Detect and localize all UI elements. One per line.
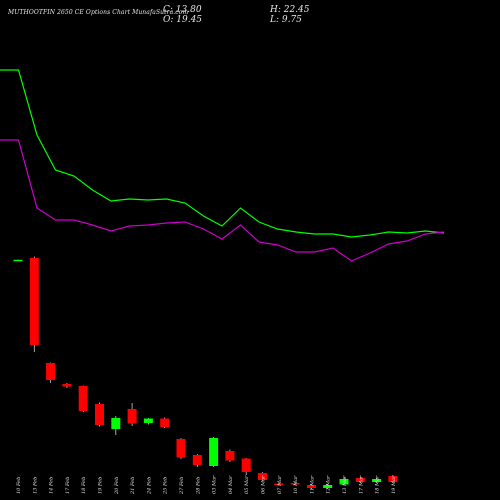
- candle-body-down: [95, 404, 104, 425]
- candle-body-up: [111, 418, 121, 429]
- x-tick-label: 27 Feb: [179, 477, 185, 495]
- x-tick-label: 20 Feb: [114, 477, 120, 495]
- candle-body-down: [258, 473, 267, 480]
- candle: [143, 418, 153, 425]
- x-tick-label: 17 Feb: [65, 477, 71, 494]
- x-tick-label: 24 Feb: [146, 477, 152, 495]
- candle: [306, 484, 316, 489]
- candle: [46, 362, 56, 383]
- x-tick-label: 28 Feb: [195, 477, 201, 495]
- candle: [241, 458, 251, 475]
- x-tick-label: 19 Feb: [98, 477, 104, 494]
- x-tick-label: 18 Mar: [375, 475, 381, 494]
- candle-body-down: [241, 458, 251, 472]
- candle-body-down: [62, 384, 72, 387]
- candle-body-up: [372, 479, 382, 482]
- x-axis: 10 Feb 13 Feb 14 Feb 17 Feb 18 Feb 19 Feb 20 F…: [16, 475, 397, 495]
- moving-average-layer: [0, 69, 445, 262]
- candle-body-down: [127, 409, 137, 424]
- x-tick-label: 10 Mar: [293, 475, 299, 494]
- candle-body-down: [78, 386, 88, 411]
- candle: [372, 478, 382, 483]
- candle: [388, 475, 398, 483]
- candle: [127, 403, 137, 426]
- candle-body-down: [388, 476, 398, 482]
- ma-line-2: [0, 139, 445, 262]
- candle: [339, 477, 349, 486]
- candle: [209, 437, 219, 467]
- high-value: H: 22.45: [270, 5, 310, 15]
- candle-layer: [13, 256, 398, 489]
- candle-body-down: [160, 418, 170, 427]
- candle: [176, 438, 186, 459]
- candle: [323, 484, 333, 489]
- candle-body-up: [13, 259, 23, 262]
- x-tick-label: 19 Mar: [391, 475, 397, 494]
- candle: [225, 449, 235, 462]
- candle-body-down: [274, 483, 284, 485]
- x-tick-label: 06 Mar: [261, 475, 267, 494]
- close-value: C: 13.80: [163, 5, 202, 15]
- candle: [62, 383, 72, 388]
- candle-body-down: [225, 451, 235, 461]
- candle: [160, 417, 170, 428]
- candle: [258, 472, 267, 481]
- candle-body-down: [29, 258, 39, 345]
- candle: [95, 402, 104, 427]
- x-tick-label: 14 Feb: [49, 477, 55, 494]
- candle: [192, 454, 202, 467]
- x-tick-label: 05 Mar: [244, 475, 250, 494]
- candle-body-up: [143, 418, 153, 423]
- x-tick-label: 11 Mar: [309, 475, 315, 494]
- x-tick-label: 18 Feb: [81, 477, 87, 494]
- candle-body-down: [192, 455, 202, 465]
- candle: [111, 416, 121, 435]
- ma-line-1: [0, 69, 445, 238]
- x-tick-label: 12 Mar: [326, 475, 332, 494]
- x-tick-label: 10 Feb: [16, 477, 22, 494]
- candle-body-up: [323, 485, 333, 488]
- x-tick-label: 13 Feb: [32, 477, 38, 494]
- candle: [78, 385, 88, 412]
- chart-title: MUTHOOTFIN 2650 CE Options Chart MunafaS…: [8, 9, 189, 16]
- x-tick-label: 13 Mar: [342, 475, 348, 494]
- candle: [290, 482, 300, 485]
- x-tick-label: 17 Mar: [358, 475, 364, 494]
- candle-body-down: [306, 485, 316, 488]
- candle-body-down: [176, 439, 186, 458]
- candle-body-down: [290, 483, 300, 485]
- x-tick-label: 07 Mar: [277, 475, 283, 494]
- candle-body-down: [46, 363, 56, 380]
- candle-body-up: [209, 438, 219, 466]
- x-tick-label: 03 Mar: [212, 475, 218, 494]
- candle: [13, 259, 23, 262]
- candle-body-up: [339, 479, 349, 485]
- candle: [29, 256, 39, 352]
- candle-body-down: [355, 478, 365, 482]
- x-tick-label: 04 Mar: [228, 475, 234, 494]
- x-tick-label: 25 Feb: [163, 477, 169, 495]
- candle: [355, 477, 365, 483]
- open-value: O: 19.45: [163, 15, 203, 25]
- x-tick-label: 21 Feb: [130, 477, 136, 495]
- candle: [274, 482, 284, 486]
- low-value: L: 9.75: [270, 15, 302, 25]
